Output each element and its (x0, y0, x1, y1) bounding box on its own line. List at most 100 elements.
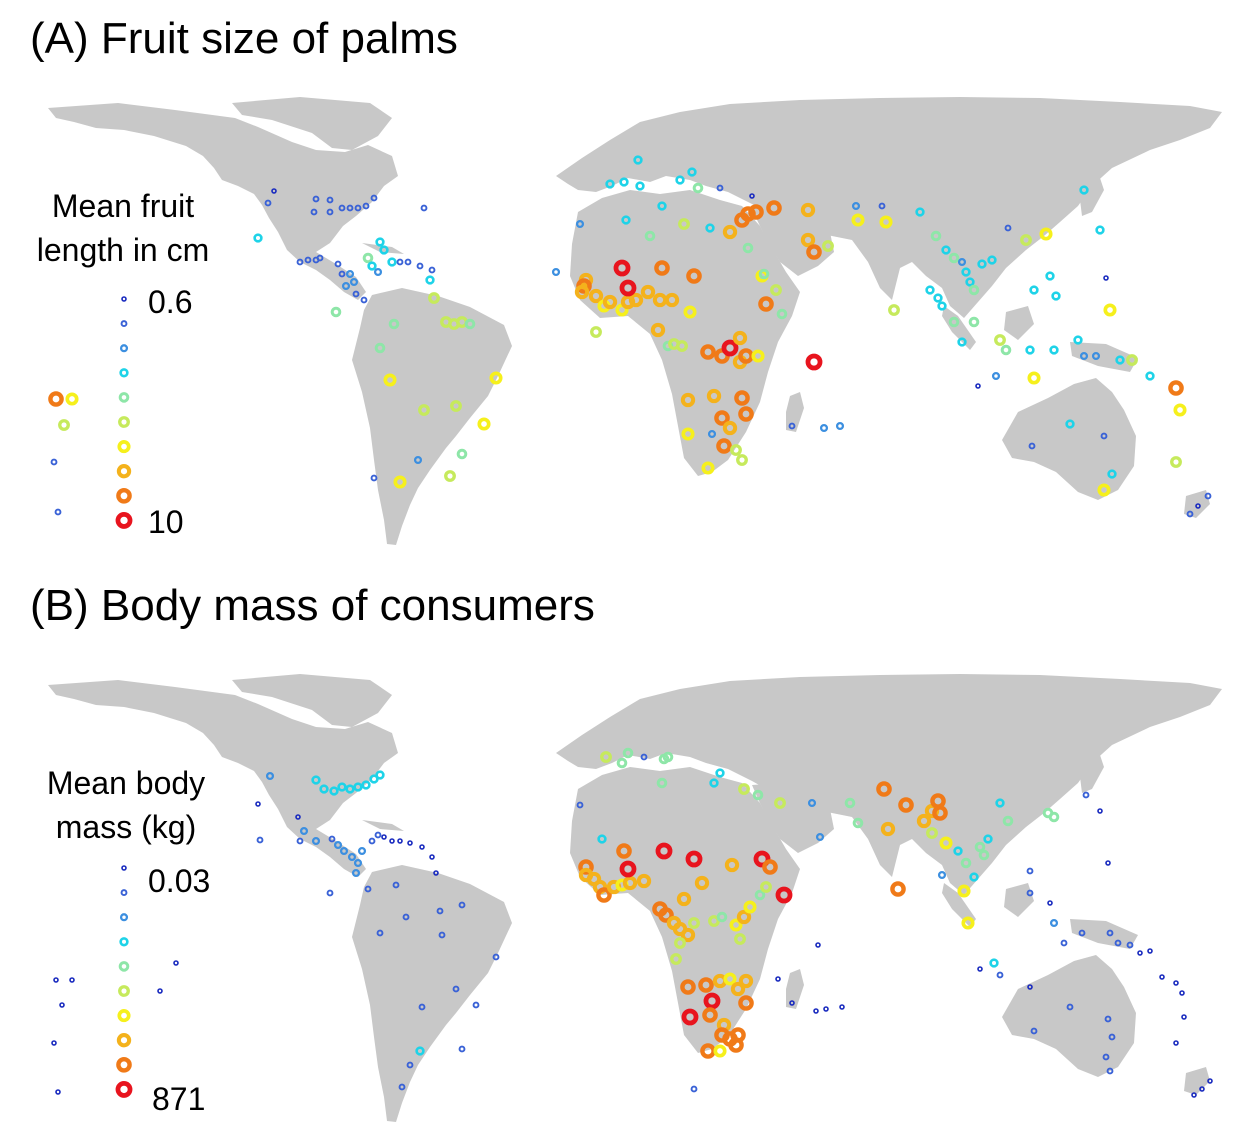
map-point (1195, 503, 1201, 509)
map-point (578, 859, 594, 875)
map-point (389, 838, 395, 844)
map-point (375, 770, 385, 780)
legend-title-line1: Mean body (46, 765, 206, 801)
land-sumatra (942, 883, 976, 927)
map-point (1049, 345, 1059, 355)
land-madagascar (786, 392, 804, 432)
map-point (978, 849, 990, 861)
map-point (822, 240, 834, 252)
map-point (353, 858, 363, 868)
map-point (464, 318, 476, 330)
map-point (775, 886, 793, 904)
land-cuba (362, 243, 404, 254)
map-point (1207, 1078, 1213, 1084)
map-point (890, 881, 906, 897)
map-point (1079, 351, 1089, 361)
map-point (734, 933, 746, 945)
map-point (1105, 860, 1111, 866)
map-point (813, 1008, 819, 1014)
map-point (678, 218, 690, 230)
legend-min-label: 0.03 (148, 863, 211, 899)
map-point (788, 422, 796, 430)
map-point (948, 316, 960, 328)
map-point (977, 966, 983, 972)
map-point (815, 942, 821, 948)
map-point (688, 917, 700, 929)
map-point (722, 420, 738, 436)
land-borneo (1004, 883, 1034, 917)
map-point (338, 204, 346, 212)
map-point (1030, 1027, 1038, 1035)
map-point (670, 953, 682, 965)
map-point (616, 843, 632, 859)
map-point (989, 958, 999, 968)
map-point (656, 777, 668, 789)
map-point (402, 913, 410, 921)
map-point (754, 889, 766, 901)
map-point (823, 1006, 829, 1012)
map-point (341, 281, 351, 291)
land-madagascar (786, 969, 804, 1009)
map-point (774, 797, 786, 809)
map-point (619, 177, 629, 187)
map-point (676, 891, 692, 907)
map-point (640, 284, 656, 300)
map-point (789, 1000, 795, 1006)
map-point (961, 916, 975, 930)
map-point (600, 751, 612, 763)
map-point (328, 835, 336, 843)
map-point (296, 837, 304, 845)
map-point (721, 339, 739, 357)
map-point (1170, 456, 1182, 468)
map-point (347, 852, 357, 862)
map-point (994, 334, 1006, 346)
map-point (888, 304, 900, 316)
panel-fruit-size: (A) Fruit size of palms Mean fruit lengt… (30, 14, 1222, 545)
map-point (1103, 275, 1109, 281)
map-point (690, 1085, 698, 1093)
map-point (351, 868, 361, 878)
map-point (807, 798, 817, 808)
map-point (397, 838, 403, 844)
map-point (404, 258, 412, 266)
map-point (370, 474, 378, 482)
map-point (770, 284, 782, 296)
map-point (925, 285, 935, 295)
map-point (1181, 1014, 1187, 1020)
map-point (1060, 939, 1068, 947)
map-point (429, 854, 435, 860)
map-point (937, 301, 947, 311)
map-point (939, 836, 953, 850)
map-point (383, 373, 397, 387)
map-point (957, 337, 967, 347)
map-point (839, 1004, 845, 1010)
map-point (1191, 1092, 1197, 1098)
map-point (1186, 510, 1194, 518)
map-point (590, 326, 602, 338)
map-point (406, 1061, 414, 1069)
map-point (728, 1037, 744, 1053)
map-point (418, 404, 430, 416)
legend-circle (121, 865, 127, 871)
map-point (743, 900, 757, 914)
map-point (362, 202, 370, 210)
map-point (987, 255, 997, 265)
map-point (805, 353, 823, 371)
map-point (326, 208, 334, 216)
map-point (375, 237, 385, 247)
map-point (333, 840, 343, 850)
map-point (991, 371, 1001, 381)
data-points (48, 155, 1212, 518)
map-point (898, 797, 914, 813)
map-point (852, 817, 864, 829)
map-point (345, 784, 355, 794)
map-point (1004, 224, 1012, 232)
map-point (706, 388, 722, 404)
map-point (722, 224, 738, 240)
map-point (640, 753, 648, 761)
map-point (819, 423, 829, 433)
map-point (1095, 225, 1105, 235)
map-point (708, 915, 720, 927)
map-point (776, 308, 788, 320)
map-point (450, 400, 462, 412)
